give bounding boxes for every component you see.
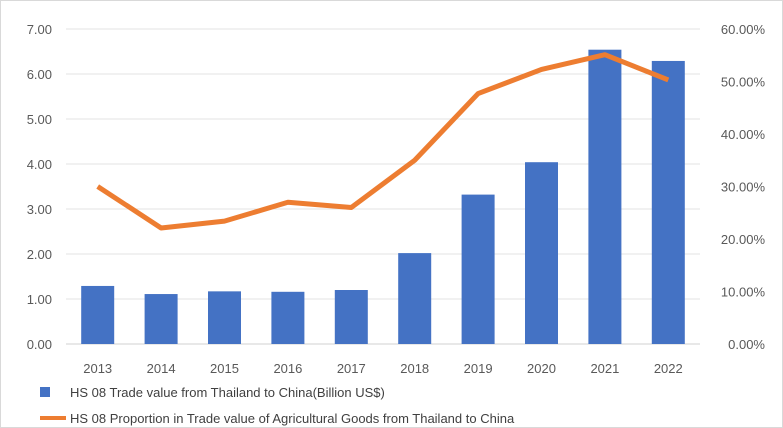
y2-tick-label: 60.00% <box>721 22 766 37</box>
bar-2017 <box>334 290 368 344</box>
x-tick-label: 2015 <box>210 361 239 376</box>
bar-2016 <box>271 291 305 344</box>
y2-tick-label: 0.00% <box>728 337 765 352</box>
bar-2018 <box>398 253 432 344</box>
x-tick-label: 2021 <box>590 361 619 376</box>
y-tick-label: 1.00 <box>27 292 52 307</box>
x-tick-label: 2020 <box>527 361 556 376</box>
y-tick-label: 7.00 <box>27 22 52 37</box>
x-tick-label: 2013 <box>83 361 112 376</box>
y2-tick-label: 50.00% <box>721 75 766 90</box>
x-tick-label: 2014 <box>147 361 176 376</box>
bar-2015 <box>208 291 241 344</box>
bar-2021 <box>588 49 622 344</box>
bar-2019 <box>461 194 495 344</box>
bar-2014 <box>144 294 178 344</box>
bar-2013 <box>81 285 115 344</box>
y-tick-label: 5.00 <box>27 112 52 127</box>
y-tick-label: 0.00 <box>27 337 52 352</box>
x-tick-label: 2016 <box>273 361 302 376</box>
x-tick-label: 2018 <box>400 361 429 376</box>
y2-tick-label: 20.00% <box>721 232 766 247</box>
legend-label-bar: HS 08 Trade value from Thailand to China… <box>70 385 385 400</box>
x-tick-label: 2019 <box>464 361 493 376</box>
legend-swatch-bar <box>40 387 50 397</box>
y2-tick-label: 30.00% <box>721 180 766 195</box>
bar-2020 <box>525 162 558 344</box>
legend-label-line: HS 08 Proportion in Trade value of Agric… <box>70 411 515 426</box>
x-tick-label: 2017 <box>337 361 366 376</box>
y-tick-label: 2.00 <box>27 247 52 262</box>
bar-2022 <box>651 60 685 344</box>
x-tick-label: 2022 <box>654 361 683 376</box>
legend: HS 08 Trade value from Thailand to China… <box>40 385 515 426</box>
proportion-line <box>96 52 670 231</box>
y-tick-label: 6.00 <box>27 67 52 82</box>
y-tick-label: 4.00 <box>27 157 52 172</box>
y2-tick-label: 10.00% <box>721 285 766 300</box>
y-tick-label: 3.00 <box>27 202 52 217</box>
y2-tick-label: 40.00% <box>721 127 766 142</box>
